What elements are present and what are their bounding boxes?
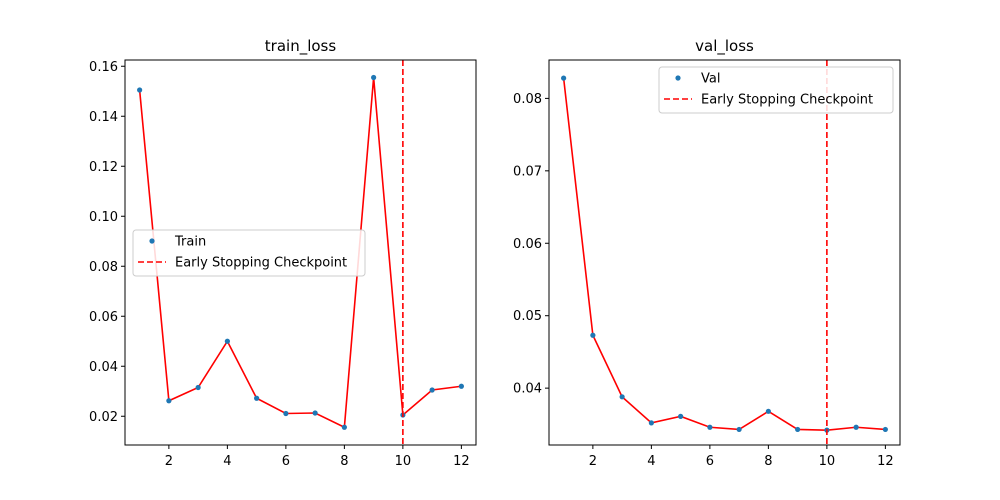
y-tick-label: 0.05 [513, 309, 542, 324]
x-tick-label: 12 [453, 454, 470, 469]
data-point [561, 75, 567, 81]
data-point [254, 395, 260, 401]
y-tick-label: 0.08 [89, 260, 118, 275]
legend-marker [675, 75, 681, 81]
x-tick-label: 8 [764, 454, 772, 469]
data-point [429, 387, 435, 393]
data-point [458, 383, 464, 389]
data-point [736, 426, 742, 433]
data-point [195, 384, 201, 391]
legend-label-series: Train [174, 235, 206, 250]
x-tick-label: 8 [340, 454, 348, 469]
loss-line [138, 77, 462, 429]
y-tick-label: 0.02 [89, 410, 118, 425]
y-tick-label: 0.04 [513, 382, 542, 397]
data-point [312, 410, 318, 416]
legend-box [658, 66, 894, 114]
legend: Val Early Stopping Checkpoint [658, 66, 894, 114]
data-point [371, 74, 377, 81]
data-point [648, 420, 654, 426]
data-point [590, 332, 596, 338]
data-point [166, 398, 172, 404]
data-point [137, 87, 143, 93]
y-tick-label: 0.06 [513, 237, 542, 252]
chart-title: train_loss [265, 37, 337, 56]
legend-label-checkpoint: Early Stopping Checkpoint [175, 256, 347, 271]
x-tick-label: 2 [165, 454, 173, 469]
data-point [224, 338, 230, 344]
x-tick-label: 4 [647, 454, 655, 469]
x-tick-label: 6 [282, 454, 290, 469]
legend-label-checkpoint: Early Stopping Checkpoint [701, 93, 873, 108]
train-loss-chart: train_loss 2 4 6 8 10 12 0.02 0.04 0.06 0.08 0.10 0.… [89, 37, 477, 469]
data-point [853, 424, 859, 430]
data-point [678, 413, 684, 419]
y-tick-label: 0.16 [89, 60, 118, 75]
y-tick-label: 0.08 [513, 92, 542, 107]
y-tick-label: 0.12 [89, 160, 118, 175]
legend: Train Early Stopping Checkpoint [132, 229, 366, 277]
x-tick-label: 10 [395, 454, 412, 469]
data-point [341, 424, 347, 430]
x-tick-label: 4 [223, 454, 231, 469]
data-point [283, 410, 289, 417]
y-tick-label: 0.06 [89, 310, 118, 325]
loss-line [562, 78, 886, 431]
y-tick-label: 0.04 [89, 360, 118, 375]
val-loss-chart: val_loss 2 4 6 8 10 12 0.04 0.05 0.06 0.07 0.08 Val E… [513, 37, 901, 469]
chart-title: val_loss [695, 37, 754, 56]
legend-marker [149, 238, 155, 244]
y-tick-label: 0.14 [89, 110, 118, 125]
x-tick-label: 12 [877, 454, 894, 469]
data-point [707, 424, 713, 430]
axes-frame [124, 59, 477, 446]
legend-label-series: Val [701, 72, 720, 87]
x-tick-label: 10 [819, 454, 836, 469]
data-point [795, 426, 801, 433]
data-point [619, 394, 625, 400]
y-tick-label: 0.10 [89, 210, 118, 225]
x-tick-label: 2 [589, 454, 597, 469]
axes-frame [548, 59, 901, 446]
data-point [765, 408, 771, 414]
x-tick-label: 6 [706, 454, 714, 469]
data-point [882, 426, 888, 433]
y-tick-label: 0.07 [513, 164, 542, 179]
legend-box [132, 229, 366, 277]
